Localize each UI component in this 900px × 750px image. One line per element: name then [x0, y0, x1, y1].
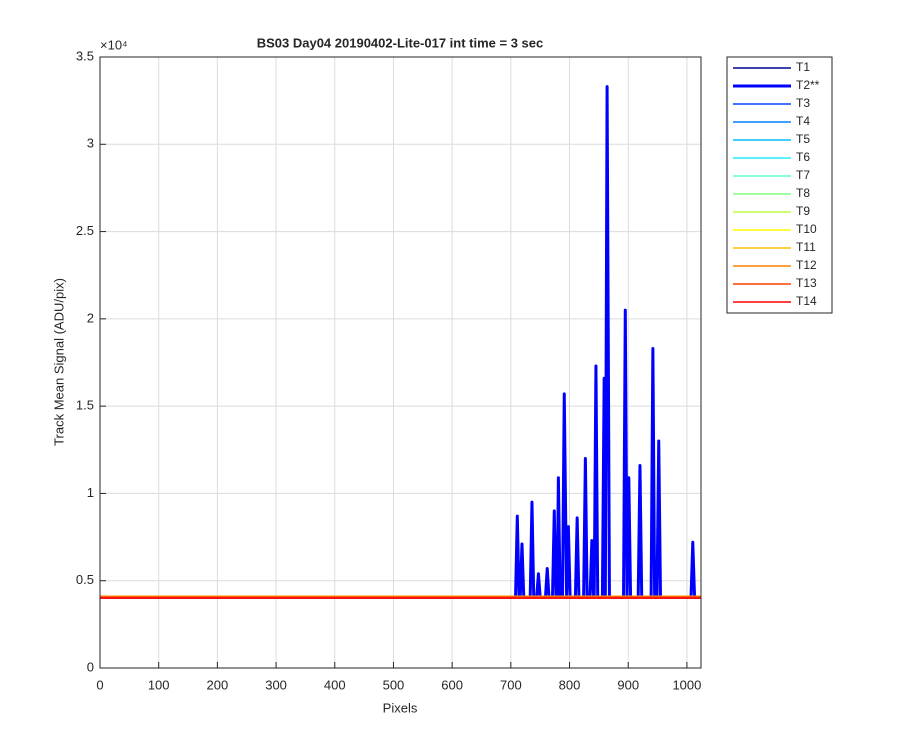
x-tick-label: 400: [324, 677, 346, 692]
x-tick-label: 1000: [672, 677, 701, 692]
x-tick-label: 200: [207, 677, 229, 692]
legend-label: T10: [796, 222, 817, 236]
legend-label: T2**: [796, 78, 820, 92]
y-tick-label: 1: [87, 485, 94, 500]
x-tick-label: 700: [500, 677, 522, 692]
legend-label: T6: [796, 150, 810, 164]
x-tick-label: 800: [559, 677, 581, 692]
legend-label: T1: [796, 60, 810, 74]
x-tick-label: 300: [265, 677, 287, 692]
legend-label: T7: [796, 168, 810, 182]
legend-label: T13: [796, 276, 817, 290]
plot-frame: [99, 56, 702, 669]
x-tick-label: 0: [96, 677, 103, 692]
legend-label: T9: [796, 204, 810, 218]
y-tick-label: 2.5: [76, 223, 94, 238]
y-axis-label: Track Mean Signal (ADU/pix): [51, 278, 66, 446]
legend-label: T14: [796, 294, 817, 308]
legend-label: T4: [796, 114, 810, 128]
x-tick-label: 600: [441, 677, 463, 692]
legend-label: T11: [796, 240, 816, 254]
legend-label: T8: [796, 186, 810, 200]
x-axis-label: Pixels: [383, 700, 418, 715]
series-line: [100, 85, 701, 599]
y-tick-label: 2: [87, 310, 94, 325]
y-exponent: ×10⁴: [100, 37, 128, 52]
legend-label: T5: [796, 132, 810, 146]
x-tick-label: 900: [617, 677, 639, 692]
x-tick-label: 500: [383, 677, 405, 692]
y-tick-label: 3: [87, 136, 94, 151]
y-tick-label: 0: [87, 659, 94, 674]
legend-label: T12: [796, 258, 817, 272]
x-tick-label: 100: [148, 677, 170, 692]
chart-title: BS03 Day04 20190402-Lite-017 int time = …: [257, 35, 544, 50]
y-tick-label: 0.5: [76, 572, 94, 587]
legend-label: T3: [796, 96, 810, 110]
y-tick-label: 1.5: [76, 398, 94, 413]
y-tick-label: 3.5: [76, 48, 94, 63]
legend-box: [726, 56, 833, 314]
